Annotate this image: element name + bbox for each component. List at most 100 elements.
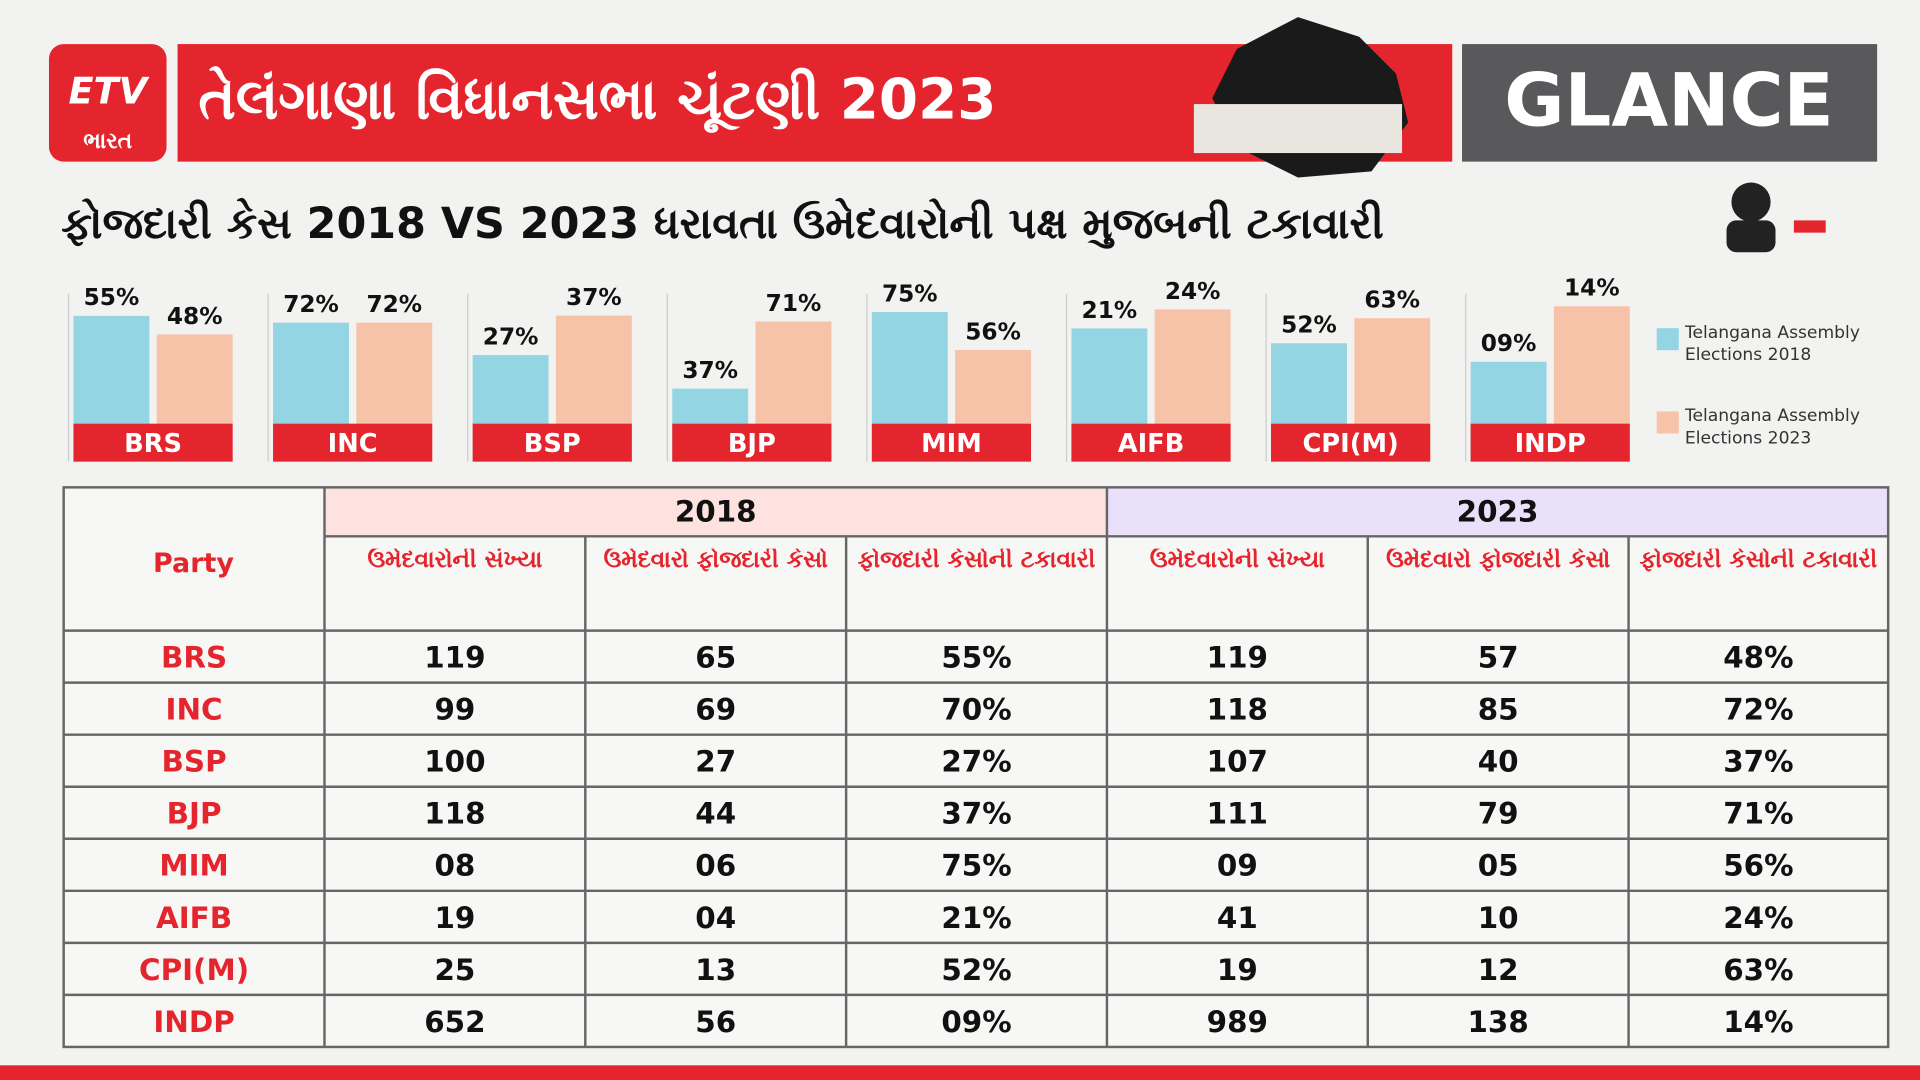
cell: 05 [1478, 849, 1519, 883]
column-header: ઉમેદવારોની સંખ્યા [367, 548, 543, 574]
cell: 107 [1207, 745, 1268, 779]
party-label: INDP [1515, 429, 1586, 459]
cell: 04 [695, 901, 736, 935]
label-band [273, 423, 433, 462]
value-label: 14% [1564, 275, 1620, 302]
icon [1793, 220, 1826, 233]
cell: 19 [1217, 953, 1258, 987]
cell: 56 [695, 1005, 736, 1039]
party-label: INC [328, 429, 378, 459]
cell: 69 [695, 693, 736, 727]
value-label: 72% [283, 291, 339, 318]
value-label: 72% [366, 291, 422, 318]
cell: 118 [424, 797, 485, 831]
cell: 10 [1478, 901, 1519, 935]
logo: ETV [68, 70, 149, 113]
party-label: MIM [921, 429, 982, 459]
cell: 989 [1207, 1005, 1268, 1039]
label-band [1071, 423, 1231, 462]
party-name: BRS [161, 641, 227, 675]
cell: 70% [941, 693, 1011, 727]
cell: 12 [1478, 953, 1519, 987]
building [1193, 104, 1403, 154]
party-name: BJP [167, 797, 222, 831]
cell: 75% [941, 849, 1011, 883]
cell: 652 [424, 1005, 485, 1039]
tag-box [1462, 44, 1878, 162]
legend-label-box: Telangana Assembly Elections 2023 [1685, 407, 1860, 448]
value-label: 37% [682, 357, 738, 384]
title: તેલંગાણા વિધાનસભા ચૂંટણી 2023 [198, 67, 996, 133]
column-header-box: ઉમેદવારોની સંખ્યા [367, 548, 543, 574]
party-name: INC [166, 693, 223, 727]
party-label: CPI(M) [1302, 429, 1398, 459]
cell: 111 [1207, 797, 1268, 831]
cell: 65 [695, 641, 736, 675]
party-header: Party [153, 548, 234, 579]
party-label: AIFB [1118, 429, 1185, 459]
value-label: 75% [882, 280, 938, 307]
label-band [73, 423, 233, 462]
value-label: 55% [84, 284, 140, 311]
label-band [871, 423, 1032, 462]
label-band [1470, 423, 1630, 462]
label-band [472, 423, 632, 462]
cell: 63% [1723, 953, 1793, 987]
cell: 119 [424, 641, 485, 675]
column-header-box: ફોજદારી કેસોની ટકાવારી [858, 549, 1096, 572]
cell: 72% [1723, 693, 1793, 727]
column-header: ઉમેદવારો ફોજદારી કેસો [1386, 548, 1611, 574]
value-label: 37% [566, 284, 622, 311]
table-bg [63, 487, 1889, 1047]
party-label: BJP [728, 429, 776, 459]
subtitle: ફોજદારી કેસ 2018 VS 2023 ધરાવતા ઉમેદવારો… [61, 198, 1384, 250]
party-name: CPI(M) [139, 953, 249, 987]
value-label: 24% [1165, 278, 1221, 305]
cell: 40 [1478, 745, 1519, 779]
party-name: BSP [162, 745, 227, 779]
column-header: ફોજદારી કેસોની ટકાવારી [1639, 548, 1878, 574]
label-band [1271, 423, 1431, 462]
cell: 37% [941, 797, 1011, 831]
year-header [1106, 487, 1889, 537]
party-name: AIFB [156, 901, 232, 935]
logo-box [48, 44, 167, 162]
column-header-box: ઉમેદવારોની સંખ્યા [1149, 548, 1325, 574]
icon [1726, 220, 1776, 253]
legend-label-box: Telangana Assembly Elections 2018 [1685, 323, 1860, 364]
cell: 19 [434, 901, 475, 935]
column-header: ઉમેદવારોની સંખ્યા [1149, 548, 1325, 574]
cell: 85 [1478, 693, 1519, 727]
cell: 44 [695, 797, 736, 831]
cell: 48% [1723, 641, 1793, 675]
value-label: 52% [1281, 312, 1337, 339]
cell: 06 [695, 849, 736, 883]
cell: 13 [695, 953, 736, 987]
year-label: 2018 [675, 495, 757, 529]
cell: 27 [695, 745, 736, 779]
column-header-box: ઉમેદવારો ફોજદારી કેસો [604, 549, 828, 572]
cell: 09 [1217, 849, 1258, 883]
cell: 41 [1217, 901, 1258, 935]
cell: 138 [1467, 1005, 1528, 1039]
table-border [62, 486, 1890, 1049]
party-label: BSP [524, 429, 581, 459]
value-label: 63% [1364, 287, 1420, 314]
bottom-strip [0, 1065, 1920, 1080]
cell: 25 [434, 953, 475, 987]
cell: 52% [941, 953, 1011, 987]
cell: 57 [1478, 641, 1519, 675]
value-label: 21% [1082, 297, 1138, 324]
value-label: 56% [965, 318, 1021, 345]
cell: 09% [941, 1005, 1011, 1039]
cell: 14% [1723, 1005, 1793, 1039]
value-label: 09% [1481, 330, 1537, 357]
cell: 27% [941, 745, 1011, 779]
cell: 55% [941, 641, 1011, 675]
legend-swatch [1656, 411, 1679, 434]
value-label: 27% [483, 323, 539, 350]
value-label: 71% [766, 290, 822, 317]
cell: 24% [1723, 901, 1793, 935]
